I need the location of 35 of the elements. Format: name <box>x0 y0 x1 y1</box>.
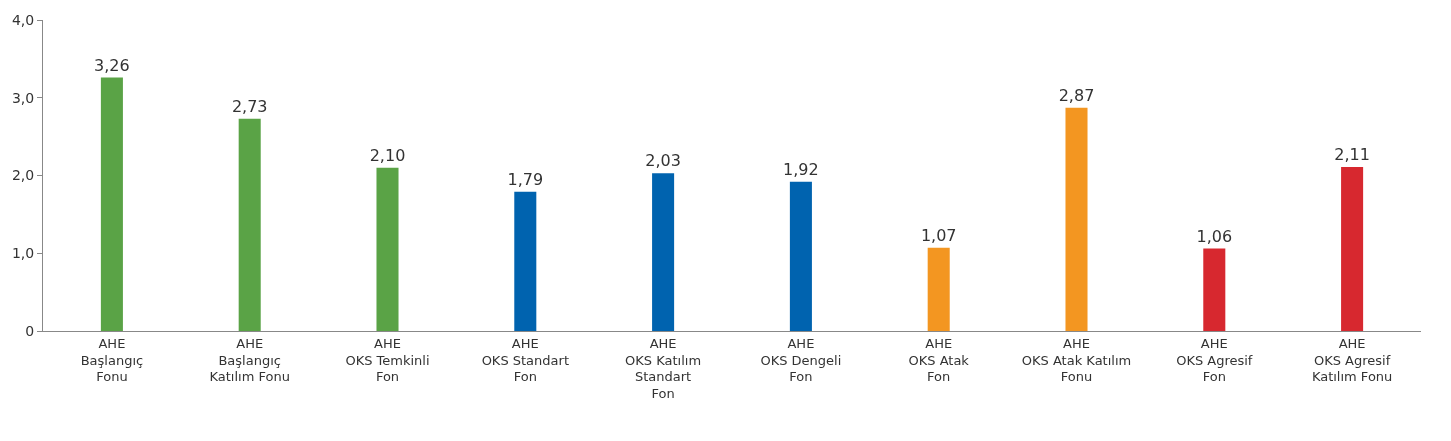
data-label: 2,73 <box>231 96 268 116</box>
x-tick-label: AHE OKS Standart Fon <box>481 335 569 385</box>
bar <box>927 247 950 331</box>
data-label: 2,10 <box>369 145 406 165</box>
y-tick-label: 2,0 <box>11 167 35 184</box>
y-tick-label: 1,0 <box>11 245 35 262</box>
data-label: 1,79 <box>507 169 544 189</box>
x-tick-label: AHE OKS Agresif Fon <box>1176 335 1253 385</box>
data-label: 2,03 <box>645 151 681 171</box>
data-label: 1,07 <box>920 225 957 245</box>
y-tick-label: 4,0 <box>11 11 35 28</box>
data-label: 1,92 <box>783 159 819 179</box>
bar <box>100 77 123 331</box>
bar <box>652 173 675 331</box>
x-tick-label: AHE OKS Temkinli Fon <box>345 335 430 385</box>
x-tick-label: AHE Başlangıç Fonu <box>80 335 144 385</box>
bar <box>1065 107 1088 331</box>
data-label: 1,06 <box>1196 226 1233 246</box>
x-tick-label: AHE OKS Katılım Standart Fon <box>625 335 702 402</box>
bar <box>1341 166 1364 331</box>
x-tick-label: AHE Başlangıç Katılım Fonu <box>209 335 290 385</box>
data-label: 3,26 <box>94 55 130 75</box>
bar <box>376 167 399 331</box>
data-label: 2,87 <box>1058 85 1095 105</box>
bar <box>789 181 812 331</box>
x-tick-label: AHE OKS Dengeli Fon <box>760 335 842 385</box>
bar <box>1203 248 1226 331</box>
y-tick-label: 0 <box>25 322 35 339</box>
data-label: 2,11 <box>1334 144 1370 164</box>
bar <box>514 191 537 331</box>
y-tick-label: 3,0 <box>11 89 35 106</box>
x-tick-label: AHE OKS Agresif Katılım Fonu <box>1311 335 1393 385</box>
bar <box>238 118 261 331</box>
x-tick-label: AHE OKS Atak Fon <box>908 335 970 385</box>
x-tick-label: AHE OKS Atak Katılım Fonu <box>1021 335 1132 385</box>
